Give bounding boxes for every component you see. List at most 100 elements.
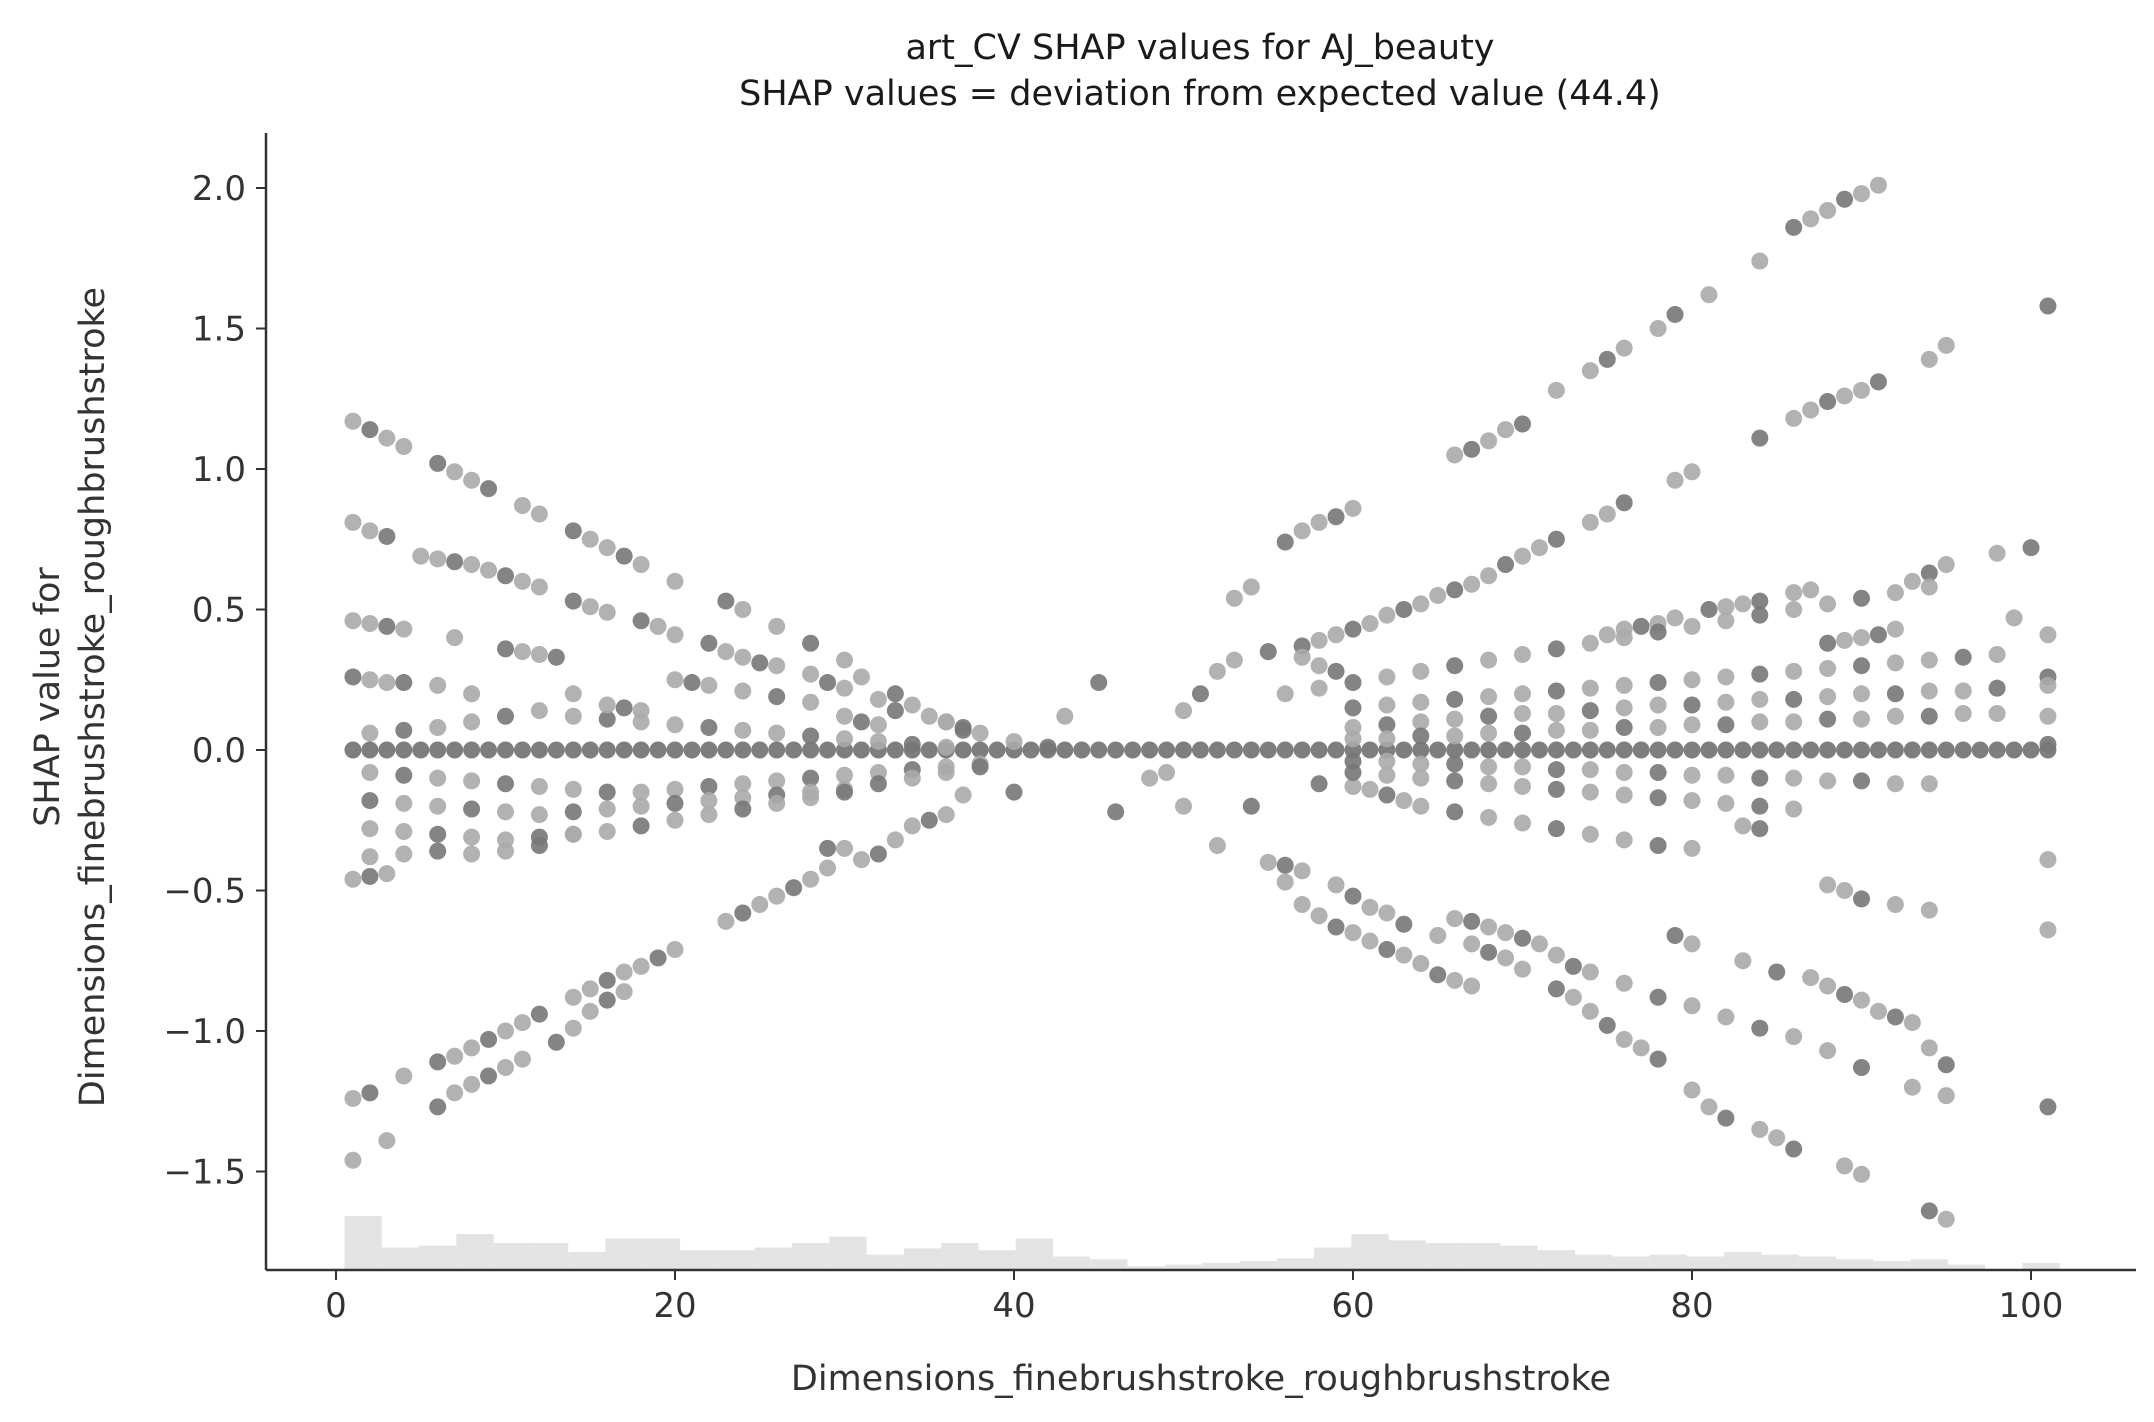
data-point [1480, 808, 1498, 826]
data-point [1886, 1008, 1904, 1026]
data-point [1581, 362, 1599, 380]
data-point [615, 699, 633, 717]
data-point [1344, 674, 1362, 692]
data-point [1937, 741, 1955, 759]
data-point [886, 741, 904, 759]
data-point [1717, 668, 1735, 686]
data-point [717, 643, 735, 661]
data-point [1378, 752, 1396, 770]
histogram-bar [1015, 1238, 1053, 1270]
data-point [463, 1039, 481, 1057]
data-point [395, 794, 413, 812]
data-point [598, 822, 616, 840]
data-point [802, 634, 820, 652]
data-point [497, 741, 514, 759]
data-point [429, 842, 447, 860]
data-point [1378, 716, 1396, 734]
data-point [1225, 589, 1243, 607]
data-point [530, 837, 548, 855]
data-point [2039, 297, 2057, 315]
data-point [530, 505, 548, 523]
data-point [378, 527, 396, 545]
data-point [1937, 336, 1955, 354]
data-point [1598, 505, 1616, 523]
data-point [1988, 544, 2006, 562]
data-point [1463, 912, 1481, 930]
data-point [564, 592, 582, 610]
data-point [1090, 741, 1108, 759]
data-point [1480, 432, 1498, 450]
data-point [632, 612, 650, 630]
data-point [632, 783, 650, 801]
data-point [836, 730, 853, 748]
data-point [1853, 589, 1870, 607]
data-point [463, 800, 481, 818]
data-point [1514, 960, 1531, 978]
data-point [1039, 738, 1057, 756]
histogram-bar [754, 1247, 792, 1270]
data-point [1853, 629, 1870, 647]
data-point [1869, 373, 1887, 391]
data-point [2039, 735, 2057, 753]
data-point [1327, 662, 1345, 680]
data-point [1022, 741, 1040, 759]
x-tick-label: 100 [1999, 1286, 2064, 1326]
data-point [903, 735, 921, 753]
data-point [1853, 741, 1870, 759]
data-point [480, 561, 498, 579]
data-point [361, 522, 379, 540]
data-point [1547, 381, 1565, 399]
data-point [1412, 769, 1430, 787]
data-point [2039, 676, 2057, 694]
data-point [1819, 1042, 1837, 1060]
data-point [1802, 969, 1820, 987]
data-point [1056, 707, 1074, 725]
histogram-bar [1761, 1254, 1799, 1270]
data-point [1361, 741, 1379, 759]
data-point [1107, 741, 1125, 759]
data-point [1514, 645, 1531, 663]
data-point [1547, 640, 1565, 658]
data-point [1581, 702, 1599, 720]
histogram-bar [791, 1243, 830, 1270]
data-point [802, 870, 820, 888]
data-point [1395, 915, 1413, 933]
data-point [1344, 778, 1362, 796]
data-point [1073, 741, 1091, 759]
data-point [463, 713, 481, 731]
data-point [1480, 918, 1498, 936]
data-point [1429, 926, 1447, 944]
data-point [1683, 997, 1701, 1015]
data-point [1615, 494, 1633, 512]
data-point [632, 817, 650, 835]
data-point [1886, 620, 1904, 638]
data-point [1581, 679, 1599, 697]
scatter-points [344, 176, 2057, 1228]
data-point [598, 539, 616, 557]
data-point [1530, 741, 1548, 759]
data-point [1259, 853, 1277, 871]
data-point [700, 792, 718, 810]
data-point [1547, 530, 1565, 548]
data-point [886, 831, 904, 849]
histogram-bar [1388, 1240, 1426, 1270]
data-point [1734, 741, 1752, 759]
data-point [1276, 873, 1294, 891]
data-point [1547, 761, 1565, 779]
data-point [1785, 584, 1803, 602]
data-point [1378, 730, 1396, 748]
data-point [1514, 758, 1531, 776]
histogram-bar [605, 1238, 643, 1270]
data-point [1056, 741, 1074, 759]
data-point [869, 775, 887, 793]
data-point [1463, 575, 1481, 593]
data-point [446, 1084, 464, 1102]
data-point [1327, 508, 1345, 526]
data-point [1836, 1157, 1854, 1175]
data-point [751, 654, 769, 672]
data-point [1497, 556, 1515, 574]
data-point [463, 772, 481, 790]
histogram-bar [1686, 1256, 1725, 1270]
data-point [344, 668, 362, 686]
data-point [700, 634, 718, 652]
